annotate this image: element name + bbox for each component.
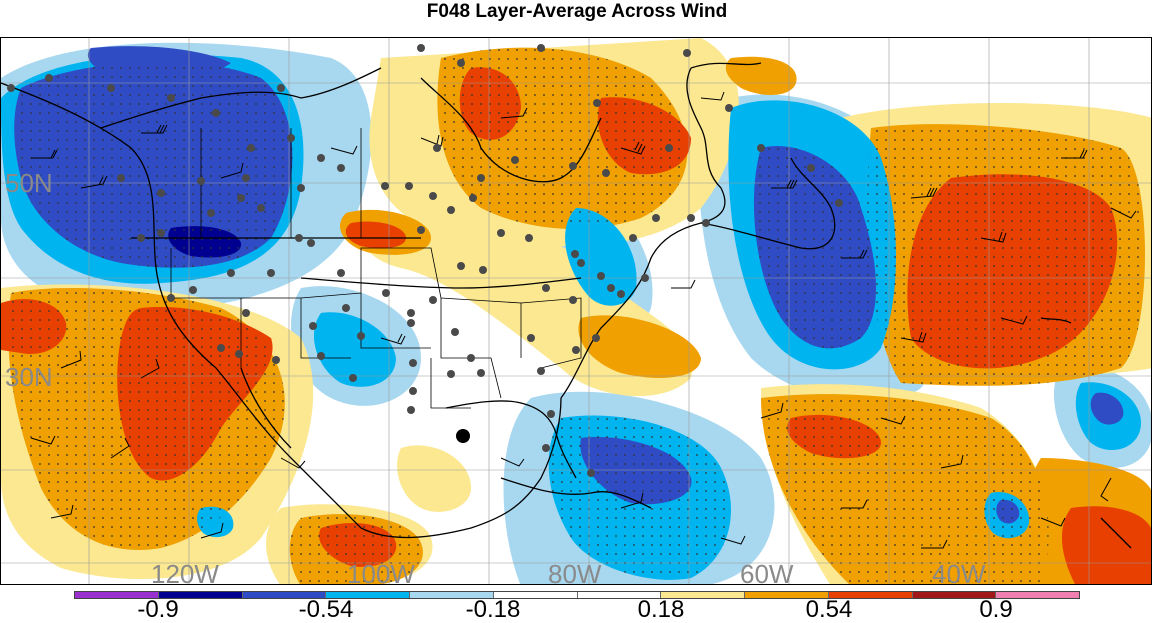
stippling (548, 415, 731, 580)
color-legend-swatch (157, 592, 242, 598)
field-orange (578, 315, 701, 378)
field-blue (313, 312, 396, 387)
shaded-field (1, 38, 1151, 584)
color-legend-swatch (241, 592, 326, 598)
station-dots (7, 44, 843, 477)
map-title: F048 Layer-Average Across Wind (426, 1, 728, 22)
lat-label-30n: 30N (5, 362, 53, 392)
stippling (753, 146, 876, 349)
legend-tick-label: -0.54 (298, 596, 354, 623)
color-legend-swatch (325, 592, 409, 598)
highlight-dot (456, 429, 470, 443)
color-legend-swatch (409, 592, 493, 598)
legend-tick-label: 0.9 (979, 596, 1013, 623)
lon-label-80w: 80W (548, 559, 602, 585)
stippling (8, 288, 285, 550)
color-legend-swatch (744, 592, 828, 598)
state-borders (170, 128, 582, 409)
field-orange (725, 56, 797, 95)
stippling (289, 514, 423, 584)
color-legend-swatch (660, 592, 744, 598)
color-legend-swatch (576, 592, 661, 598)
color-legend-swatch (75, 592, 158, 598)
field-blue (565, 208, 637, 306)
legend-tick-label: -0.9 (137, 596, 179, 623)
color-legend-swatch (827, 592, 912, 598)
legend-tick-label: -0.18 (465, 596, 521, 623)
lon-label-60w: 60W (740, 559, 794, 585)
map-canvas (1, 38, 1151, 584)
field-red (1061, 506, 1151, 584)
field-yellow (397, 445, 471, 512)
map-panel: 50N 30N 120W 100W 80W 60W 40W (0, 37, 1152, 585)
field-dark-blue (1090, 392, 1124, 425)
color-legend-swatch (995, 592, 1079, 598)
lon-label-40w: 40W (932, 559, 986, 585)
wind-barbs (30, 91, 1137, 549)
stippling (867, 124, 1145, 386)
coastlines (1, 62, 1132, 549)
stippling (437, 47, 688, 229)
lon-label-120w: 120W (151, 559, 219, 585)
lat-label-50n: 50N (5, 168, 53, 198)
legend-tick-label: 0.54 (805, 596, 853, 623)
legend-tick-label: 0.18 (637, 596, 685, 623)
stippling (14, 61, 293, 268)
color-legend-swatch (492, 592, 577, 598)
stippling (761, 394, 1049, 584)
color-legend-swatch (911, 592, 996, 598)
lon-label-100w: 100W (347, 559, 415, 585)
color-legend-bar (74, 591, 1080, 599)
